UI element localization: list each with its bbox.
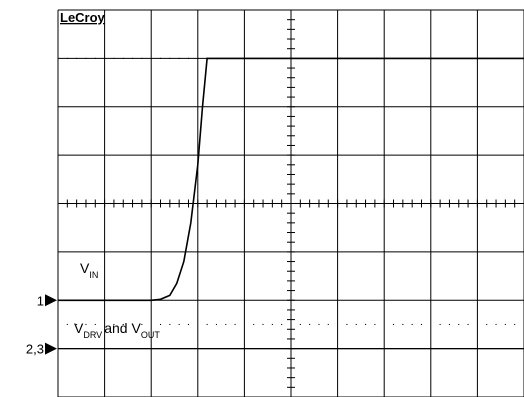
grid-dot [271,323,273,326]
channel-arrow-icon [45,294,57,307]
channel-marker-label: 1 [37,293,44,308]
grid-dot [122,57,124,59]
grid-dot [76,57,78,59]
grid-dot [374,323,376,326]
grid-dot [392,323,395,326]
grid-dot [439,323,441,326]
grid-dot [85,323,87,326]
grid-dot [495,323,497,326]
grid-dot [94,57,96,59]
grid-dot [504,323,506,326]
grid-dot [215,323,218,326]
grid-dot [76,323,78,326]
grid-dot [141,57,143,59]
traces [58,57,524,350]
grid-dot [178,323,180,326]
grid-dot [178,57,180,59]
grid-dot [187,57,190,59]
channel-arrow-icon [45,342,57,355]
grid-dot [169,323,171,326]
grid-dot [131,57,134,59]
channel-marker-2-3: 2,3 [26,342,57,357]
grid-dot [318,323,320,326]
grid-dot [131,323,134,326]
grid-dot [262,323,264,326]
grid-dot [299,323,301,326]
grid-dot [206,323,208,326]
grid-dot [234,323,236,326]
grid-dot [364,323,367,326]
grid-dot [346,323,348,326]
grid-dot [66,57,68,59]
grid-dot [159,57,162,59]
grid-dot [458,323,460,326]
grid-dot [169,57,171,59]
trace-vin [58,57,524,302]
grid-dot [420,323,423,326]
grid-dot [122,323,124,326]
grid-dot [448,323,451,326]
grid-dot [253,323,255,326]
vin-label: VIN [80,260,98,280]
grid-dot [402,323,404,326]
grid-dot [113,57,115,59]
grid-dot [141,323,143,326]
grid-dot [486,323,488,326]
grid-dot [514,323,516,326]
channel-markers: 12,3 [26,293,57,357]
grid-dot [225,323,227,326]
grid-dot [309,323,311,326]
grid-dot [159,323,162,326]
grid-dot [94,323,96,326]
graticule [57,9,524,397]
grid-dot [281,323,283,326]
grid-dot [467,323,469,326]
grid-dot [66,323,68,326]
channel-marker-1: 1 [37,293,57,308]
grid-dot [113,323,115,326]
grid-dot [85,57,87,59]
grid-dot [355,323,357,326]
grid-dot [411,323,413,326]
lecroy-logo: LeCroy [60,10,106,25]
grid-dot [327,323,329,326]
channel-marker-label: 2,3 [26,342,44,357]
vdrv-vout-label: VDRV and VOUT [74,320,160,340]
grid-dot [187,323,190,326]
